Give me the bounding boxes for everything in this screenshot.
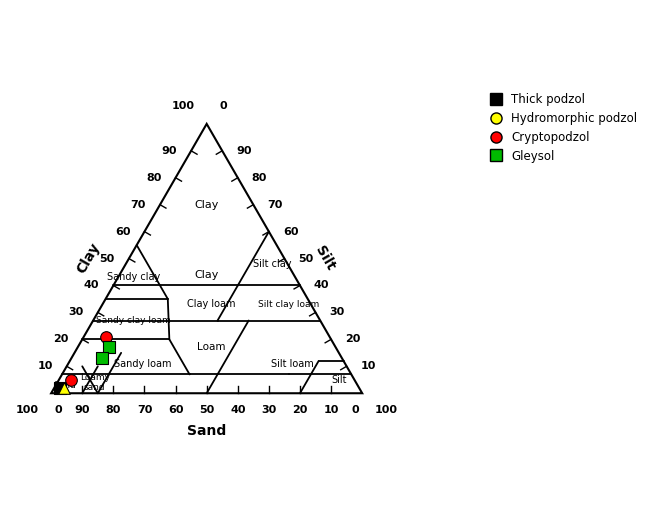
Text: Silt clay loam: Silt clay loam bbox=[259, 300, 320, 309]
Text: Clay: Clay bbox=[195, 200, 219, 210]
Text: 80: 80 bbox=[252, 173, 267, 183]
Point bbox=[103, 343, 114, 351]
Point bbox=[97, 354, 108, 362]
Point bbox=[58, 384, 69, 392]
Text: 20: 20 bbox=[293, 405, 308, 415]
Text: Sandy clay loam: Sandy clay loam bbox=[96, 316, 171, 325]
Text: Loam: Loam bbox=[197, 343, 225, 352]
Text: 10: 10 bbox=[360, 361, 376, 371]
Text: 50: 50 bbox=[298, 254, 313, 264]
Point bbox=[56, 384, 66, 392]
Text: 0: 0 bbox=[351, 405, 359, 415]
Text: 20: 20 bbox=[53, 334, 69, 345]
Point bbox=[66, 376, 76, 384]
Text: Silt clay: Silt clay bbox=[253, 259, 291, 269]
Text: 0: 0 bbox=[219, 101, 227, 112]
Text: Sandy clay: Sandy clay bbox=[107, 272, 160, 282]
Text: 30: 30 bbox=[69, 307, 84, 318]
Text: 100: 100 bbox=[375, 405, 398, 415]
Text: 80: 80 bbox=[106, 405, 121, 415]
Text: 100: 100 bbox=[171, 101, 194, 112]
Text: 70: 70 bbox=[131, 200, 146, 210]
Text: Silt: Silt bbox=[331, 375, 347, 385]
Text: 90: 90 bbox=[74, 405, 90, 415]
Text: Sand: Sand bbox=[187, 425, 227, 439]
Text: 20: 20 bbox=[345, 334, 360, 345]
Text: 10: 10 bbox=[323, 405, 339, 415]
Text: Silt: Silt bbox=[312, 244, 338, 274]
Text: 60: 60 bbox=[115, 227, 131, 237]
Text: 0: 0 bbox=[54, 405, 62, 415]
Text: 50: 50 bbox=[199, 405, 214, 415]
Text: 80: 80 bbox=[146, 173, 161, 183]
Text: 60: 60 bbox=[168, 405, 183, 415]
Text: 40: 40 bbox=[84, 280, 99, 291]
Text: 40: 40 bbox=[230, 405, 246, 415]
Text: 70: 70 bbox=[267, 200, 283, 210]
Text: 10: 10 bbox=[37, 361, 53, 371]
Text: Loamy
sand: Loamy sand bbox=[80, 373, 110, 392]
Text: Sandy loam: Sandy loam bbox=[114, 359, 172, 368]
Text: Clay loam: Clay loam bbox=[187, 299, 236, 309]
Point bbox=[101, 333, 111, 341]
Text: 70: 70 bbox=[136, 405, 152, 415]
Text: Clay: Clay bbox=[195, 270, 219, 280]
Text: 100: 100 bbox=[16, 405, 39, 415]
Text: Clay: Clay bbox=[74, 241, 103, 276]
Text: Sand: Sand bbox=[54, 380, 76, 390]
Text: 50: 50 bbox=[100, 254, 115, 264]
Text: Silt loam: Silt loam bbox=[271, 359, 313, 368]
Text: 60: 60 bbox=[283, 227, 298, 237]
Text: 40: 40 bbox=[314, 280, 330, 291]
Text: 90: 90 bbox=[162, 146, 177, 156]
Legend: Thick podzol, Hydromorphic podzol, Cryptopodzol, Gleysol: Thick podzol, Hydromorphic podzol, Crypt… bbox=[479, 88, 642, 167]
Text: 30: 30 bbox=[261, 405, 276, 415]
Text: 30: 30 bbox=[330, 307, 345, 318]
Text: 90: 90 bbox=[236, 146, 251, 156]
